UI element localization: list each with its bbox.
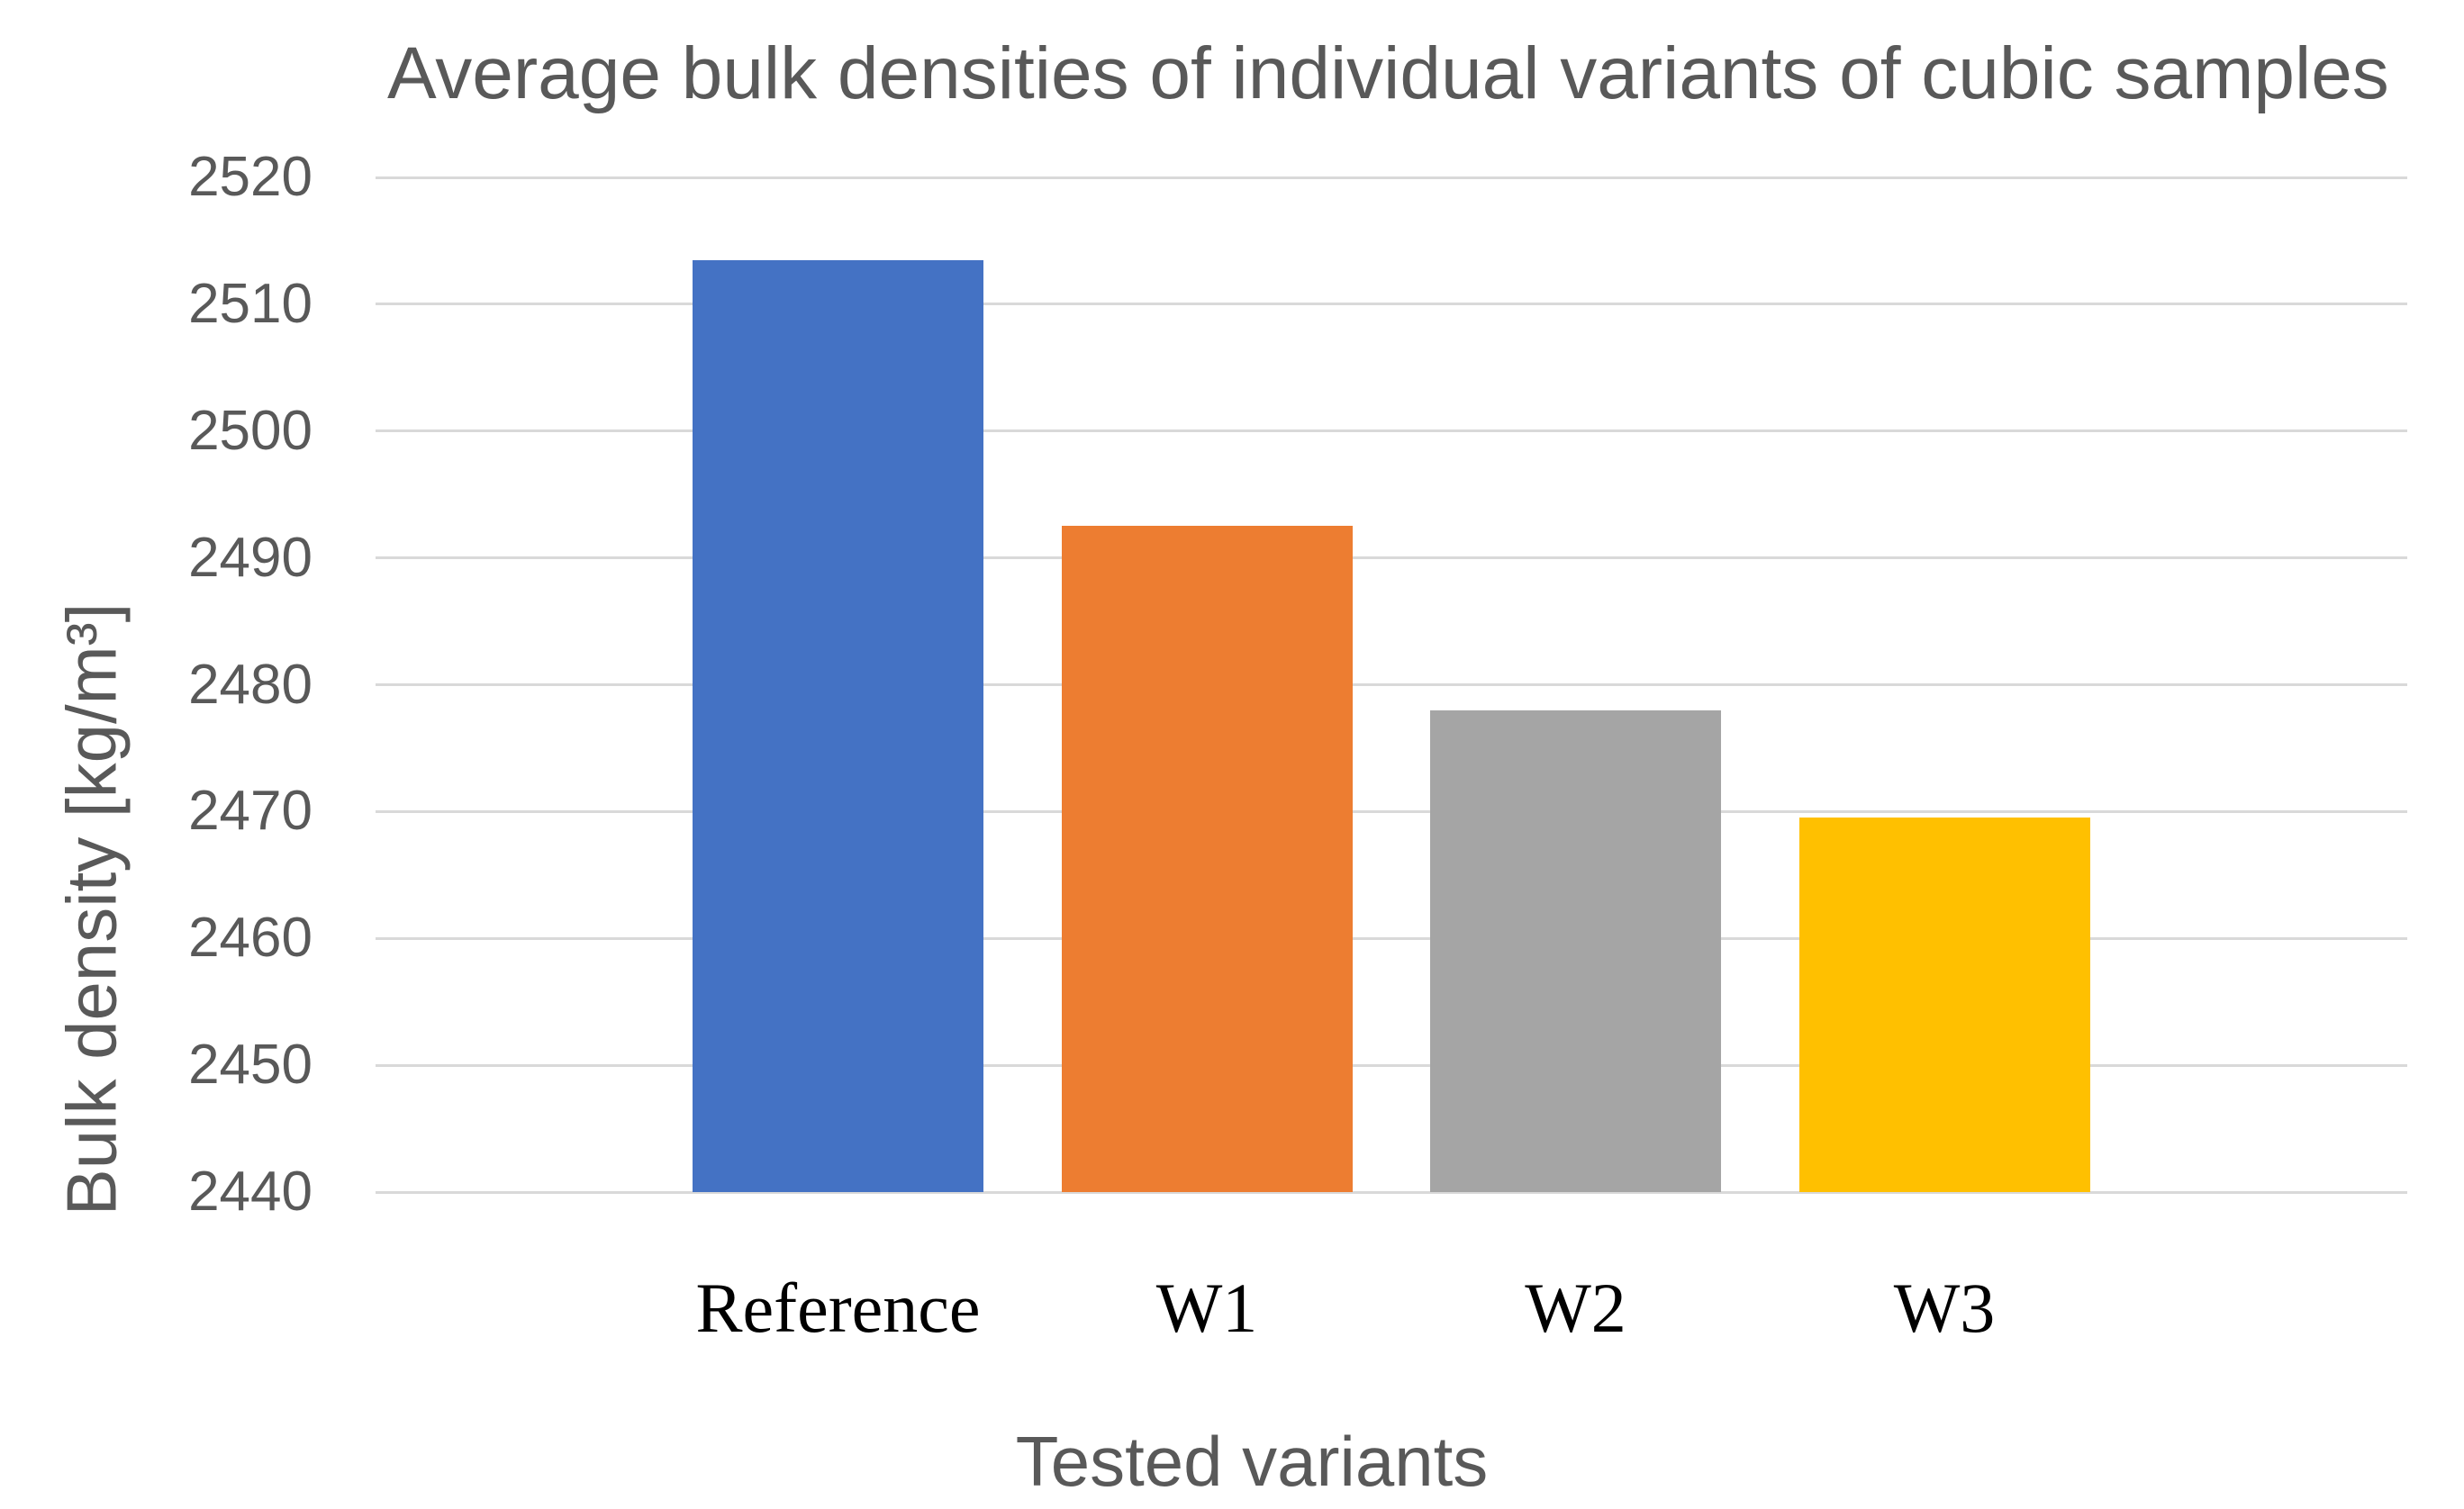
bar-w1 (1061, 526, 1353, 1192)
y-tick-label-2440: 2440 (188, 1161, 313, 1223)
x-axis-title: Tested variants (1015, 1422, 1489, 1501)
gridline-2460 (376, 936, 2407, 940)
category-label-w2: W2 (1525, 1269, 1626, 1347)
gridline-2480 (376, 683, 2407, 686)
bar-w2 (1430, 709, 1721, 1192)
category-label-w1: W1 (1155, 1269, 1258, 1347)
bar-reference (693, 259, 983, 1192)
gridline-2490 (376, 556, 2407, 560)
y-tick-label-2490: 2490 (188, 526, 313, 589)
y-tick-label-2470: 2470 (188, 780, 313, 843)
y-tick-label-2450: 2450 (188, 1034, 313, 1097)
gridline-2510 (376, 303, 2407, 306)
category-label-reference: Reference (695, 1269, 981, 1347)
chart-title: Average bulk densities of individual var… (387, 32, 2389, 114)
y-tick-label-2460: 2460 (188, 907, 313, 970)
y-tick-label-2510: 2510 (188, 272, 313, 335)
gridline-2450 (376, 1063, 2407, 1067)
bar-w3 (1798, 818, 2090, 1192)
y-tick-label-2480: 2480 (188, 653, 313, 716)
gridline-2440 (376, 1190, 2407, 1194)
gridline-2520 (376, 176, 2407, 179)
y-axis-title: Bulk density [kg/m³] (51, 602, 131, 1216)
gridline-2470 (376, 809, 2407, 813)
category-label-w3: W3 (1893, 1269, 1996, 1347)
y-tick-label-2500: 2500 (188, 399, 313, 462)
gridline-2500 (376, 429, 2407, 433)
y-tick-label-2520: 2520 (188, 146, 313, 208)
plot-area (376, 176, 2407, 1194)
